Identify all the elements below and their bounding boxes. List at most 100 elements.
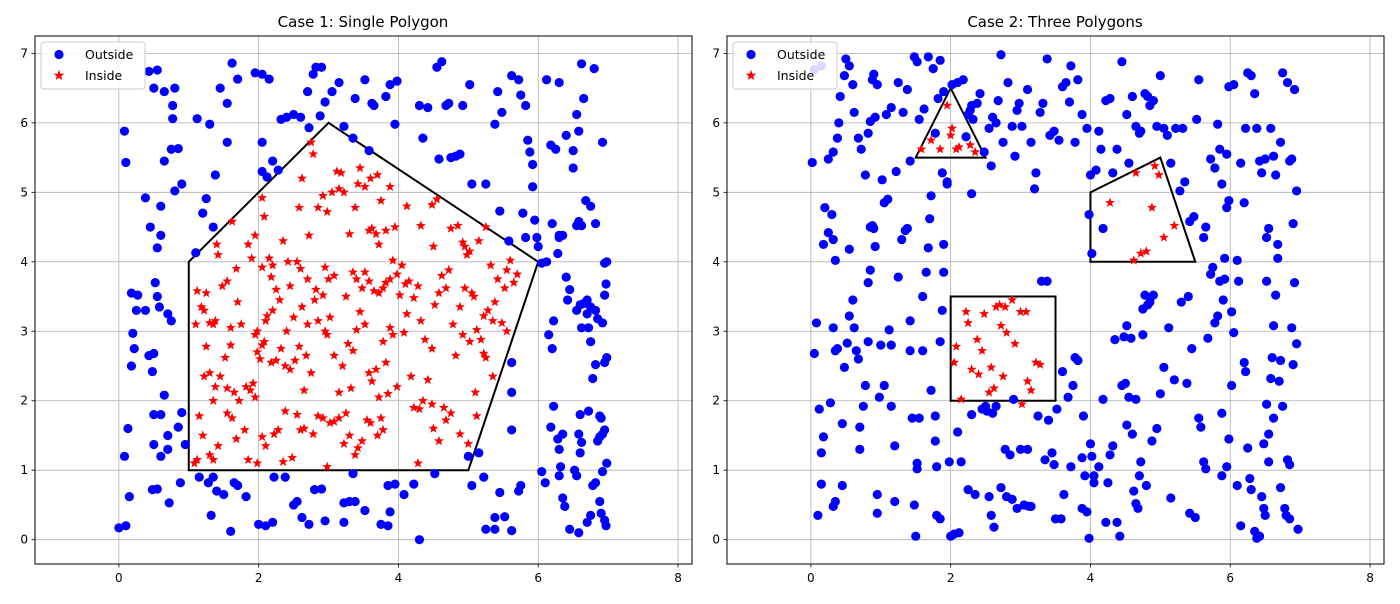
outside-point (1122, 420, 1132, 430)
inside-point (278, 456, 289, 467)
outside-point (497, 107, 507, 118)
inside-point (343, 338, 354, 348)
outside-point (149, 439, 159, 450)
outside-point (177, 179, 187, 189)
inside-point (475, 334, 486, 344)
inside-point (376, 412, 386, 423)
outside-point (1152, 423, 1162, 434)
outside-point (923, 243, 933, 253)
y-tick-label: 3 (712, 324, 720, 338)
outside-point (254, 519, 264, 530)
inside-point (273, 424, 284, 435)
legend-inside-marker (745, 69, 757, 81)
outside-point (884, 325, 894, 335)
outside-point (1278, 68, 1288, 78)
outside-point (455, 149, 465, 159)
inside-point (951, 341, 962, 351)
outside-point (1234, 276, 1244, 286)
legend-outside-marker (54, 49, 64, 60)
outside-point (1127, 429, 1137, 439)
outside-point (853, 133, 864, 143)
outside-point (1033, 411, 1043, 421)
inside-point (211, 239, 222, 249)
outside-point (1206, 269, 1216, 279)
inside-point (462, 249, 472, 260)
outside-point (1239, 198, 1249, 208)
inside-point (334, 183, 344, 194)
outside-point (902, 84, 912, 95)
outside-point (257, 69, 267, 79)
outside-point (268, 517, 278, 527)
inside-point (413, 458, 423, 468)
outside-point (574, 126, 584, 136)
inside-point (455, 428, 465, 439)
x-tick-label: 2 (947, 571, 955, 585)
outside-point (180, 439, 190, 450)
inside-point (204, 449, 215, 460)
outside-point (1268, 321, 1279, 331)
outside-point (123, 423, 133, 434)
outside-point (839, 71, 850, 81)
inside-point (1158, 232, 1169, 242)
outside-point (1236, 521, 1246, 531)
outside-point (233, 480, 243, 491)
inside-point (257, 262, 268, 272)
outside-point (409, 479, 419, 489)
inside-point (267, 305, 278, 315)
outside-point (1206, 154, 1216, 164)
outside-point (560, 501, 570, 511)
inside-point (994, 299, 1005, 310)
inside-point (215, 371, 226, 381)
inside-point (487, 371, 498, 381)
outside-point (1224, 434, 1234, 444)
x-tick-label: 6 (534, 571, 542, 585)
inside-point (210, 381, 221, 392)
outside-point (1022, 444, 1033, 454)
outside-point (837, 480, 847, 491)
outside-point (1136, 126, 1146, 136)
inside-point (231, 433, 242, 444)
outside-point (467, 179, 477, 189)
outside-point (935, 55, 945, 65)
outside-point (1201, 222, 1211, 232)
outside-point (561, 130, 571, 140)
outside-point (972, 98, 982, 108)
inside-point (351, 324, 362, 335)
outside-point (828, 147, 838, 157)
outside-point (556, 462, 566, 472)
outside-point (1155, 389, 1165, 399)
outside-point (575, 410, 585, 420)
inside-point (1141, 246, 1152, 256)
outside-point (586, 337, 596, 347)
inside-point (365, 417, 376, 428)
y-tick-label: 0 (712, 533, 720, 547)
inside-point (323, 273, 334, 284)
outside-point (1159, 123, 1169, 133)
outside-point (364, 146, 374, 156)
outside-point (975, 89, 985, 99)
inside-point (308, 148, 319, 159)
inside-point (311, 284, 321, 294)
outside-point (561, 272, 571, 282)
outside-point (918, 346, 928, 356)
inside-point (338, 438, 349, 449)
inside-point (364, 225, 375, 235)
outside-point (316, 484, 327, 494)
inside-point (1154, 169, 1164, 180)
legend: Outside Inside (40, 41, 146, 90)
outside-point (128, 328, 138, 338)
outside-point (399, 489, 409, 500)
inside-point (227, 412, 238, 423)
outside-point (898, 107, 908, 118)
outside-point (1022, 84, 1033, 95)
inside-point (302, 273, 313, 284)
outside-point (595, 496, 605, 507)
inside-point (281, 326, 292, 336)
outside-point (1268, 413, 1279, 423)
inside-point (192, 454, 203, 464)
inside-point (401, 201, 412, 211)
outside-point (145, 222, 155, 232)
x-tick-label: 8 (1366, 571, 1374, 585)
outside-point (872, 489, 882, 500)
outside-point (890, 441, 900, 451)
